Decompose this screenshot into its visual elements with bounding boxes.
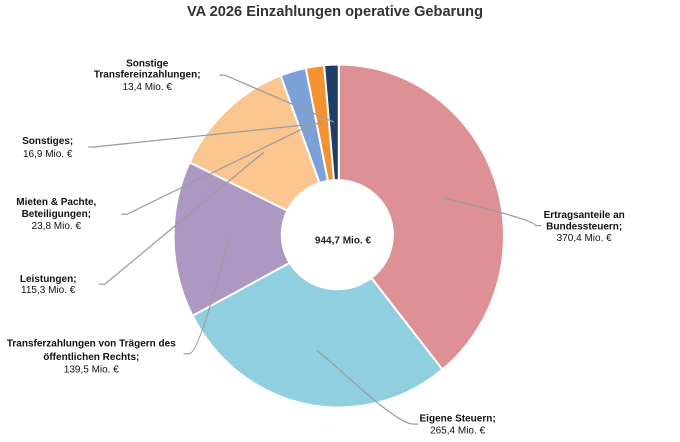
svg-text:23,8 Mio. €: 23,8 Mio. € [32, 221, 82, 232]
svg-text:Ertragsanteile an: Ertragsanteile an [544, 210, 625, 221]
svg-text:Mieten & Pachte,: Mieten & Pachte, [16, 197, 96, 208]
svg-text:139,5 Mio. €: 139,5 Mio. € [64, 365, 119, 376]
svg-text:Beteiligungen;: Beteiligungen; [22, 209, 91, 220]
svg-text:Sonstiges;: Sonstiges; [22, 136, 73, 147]
svg-text:öffentlichen Rechts;: öffentlichen Rechts; [43, 352, 139, 363]
svg-text:Bundessteuern;: Bundessteuern; [546, 222, 622, 233]
svg-text:Transferzahlungen von Trägern: Transferzahlungen von Trägern des [7, 339, 176, 350]
svg-text:370,4 Mio. €: 370,4 Mio. € [557, 233, 612, 244]
svg-text:Leistungen;: Leistungen; [20, 274, 77, 285]
svg-text:265,4 Mio. €: 265,4 Mio. € [430, 425, 485, 436]
svg-text:Sonstige: Sonstige [126, 59, 169, 70]
svg-text:16,9 Mio. €: 16,9 Mio. € [23, 149, 73, 160]
svg-text:13,4 Mio. €: 13,4 Mio. € [122, 82, 172, 93]
svg-text:115,3 Mio. €: 115,3 Mio. € [21, 285, 76, 296]
svg-text:VA 2026 Einzahlungen operative: VA 2026 Einzahlungen operative Gebarung [187, 4, 483, 20]
svg-text:Transfereinzahlungen;: Transfereinzahlungen; [94, 70, 201, 81]
svg-text:944,7 Mio. €: 944,7 Mio. € [315, 236, 372, 247]
svg-text:Eigene Steuern;: Eigene Steuern; [420, 413, 496, 424]
